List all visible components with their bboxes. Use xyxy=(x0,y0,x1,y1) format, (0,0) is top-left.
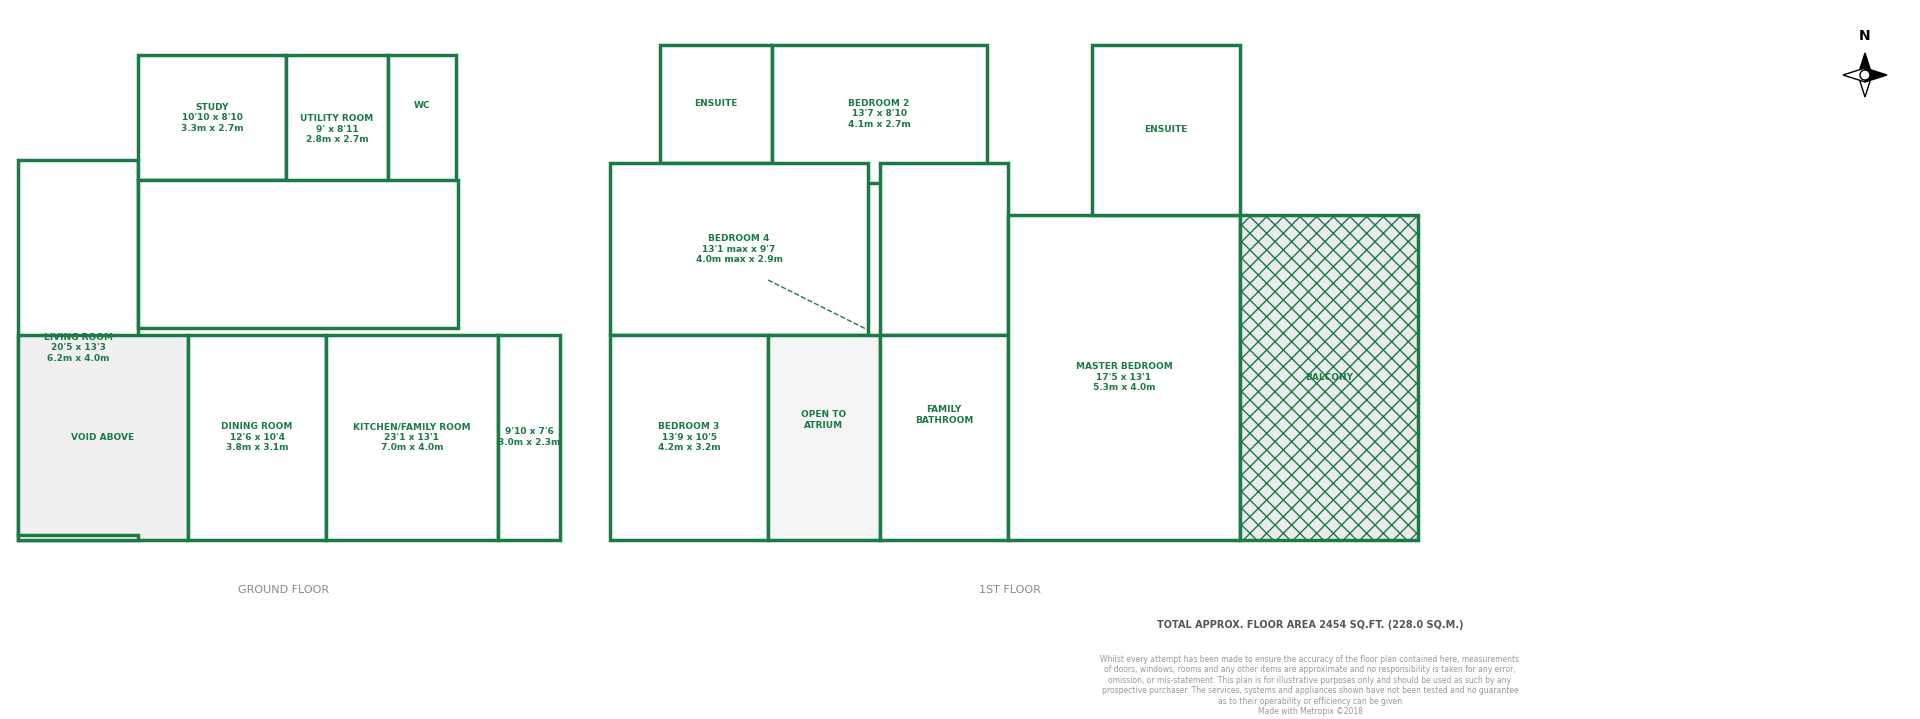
Bar xyxy=(188,335,326,540)
Bar xyxy=(611,163,868,335)
Bar xyxy=(138,55,286,180)
Bar xyxy=(660,45,772,163)
Text: Whilst every attempt has been made to ensure the accuracy of the floor plan cont: Whilst every attempt has been made to en… xyxy=(1100,655,1519,716)
Polygon shape xyxy=(1859,53,1872,75)
Text: TOTAL APPROX. FLOOR AREA 2454 SQ.FT. (228.0 SQ.M.): TOTAL APPROX. FLOOR AREA 2454 SQ.FT. (22… xyxy=(1156,620,1463,630)
Text: STUDY
10'10 x 8'10
3.3m x 2.7m: STUDY 10'10 x 8'10 3.3m x 2.7m xyxy=(180,103,244,133)
Bar xyxy=(879,163,1008,335)
Bar xyxy=(611,335,768,540)
Bar xyxy=(1008,215,1240,540)
Bar xyxy=(768,335,879,540)
Bar xyxy=(772,45,987,183)
Text: ENSUITE: ENSUITE xyxy=(695,99,737,109)
Text: WC: WC xyxy=(413,101,430,109)
Bar xyxy=(17,160,138,535)
Text: KITCHEN/FAMILY ROOM
23'1 x 13'1
7.0m x 4.0m: KITCHEN/FAMILY ROOM 23'1 x 13'1 7.0m x 4… xyxy=(353,422,470,452)
Bar xyxy=(388,55,457,203)
Polygon shape xyxy=(1859,75,1872,97)
Text: N: N xyxy=(1859,29,1870,43)
Text: BEDROOM 2
13'7 x 8'10
4.1m x 2.7m: BEDROOM 2 13'7 x 8'10 4.1m x 2.7m xyxy=(847,99,910,129)
Text: FAMILY
BATHROOM: FAMILY BATHROOM xyxy=(914,406,973,425)
Bar xyxy=(17,335,188,540)
Bar xyxy=(286,55,388,203)
Text: BALCONY: BALCONY xyxy=(1306,372,1354,382)
Bar xyxy=(1092,45,1240,215)
Polygon shape xyxy=(1864,68,1887,82)
Polygon shape xyxy=(17,535,138,540)
Text: ENSUITE: ENSUITE xyxy=(1144,126,1188,134)
Text: MASTER BEDROOM
17'5 x 13'1
5.3m x 4.0m: MASTER BEDROOM 17'5 x 13'1 5.3m x 4.0m xyxy=(1075,362,1173,392)
Text: OPEN TO
ATRIUM: OPEN TO ATRIUM xyxy=(801,411,847,430)
Bar xyxy=(879,335,1008,540)
Text: LIVING ROOM
20'5 x 13'3
6.2m x 4.0m: LIVING ROOM 20'5 x 13'3 6.2m x 4.0m xyxy=(44,333,113,363)
Text: UTILITY ROOM
9' x 8'11
2.8m x 2.7m: UTILITY ROOM 9' x 8'11 2.8m x 2.7m xyxy=(300,114,374,144)
Circle shape xyxy=(1860,70,1870,80)
Text: GROUND FLOOR: GROUND FLOOR xyxy=(238,585,330,595)
Text: 1ST FLOOR: 1ST FLOOR xyxy=(979,585,1041,595)
Bar xyxy=(1240,215,1419,540)
Text: DINING ROOM
12'6 x 10'4
3.8m x 3.1m: DINING ROOM 12'6 x 10'4 3.8m x 3.1m xyxy=(221,422,292,452)
Bar xyxy=(326,335,497,540)
Bar xyxy=(497,335,561,540)
Text: VOID ABOVE: VOID ABOVE xyxy=(71,433,134,441)
Text: 9'10 x 7'6
3.0m x 2.3m: 9'10 x 7'6 3.0m x 2.3m xyxy=(497,427,561,446)
Text: BEDROOM 4
13'1 max x 9'7
4.0m max x 2.9m: BEDROOM 4 13'1 max x 9'7 4.0m max x 2.9m xyxy=(695,234,783,264)
Polygon shape xyxy=(1843,68,1864,82)
Bar xyxy=(138,180,459,328)
Text: BEDROOM 3
13'9 x 10'5
4.2m x 3.2m: BEDROOM 3 13'9 x 10'5 4.2m x 3.2m xyxy=(659,422,720,452)
